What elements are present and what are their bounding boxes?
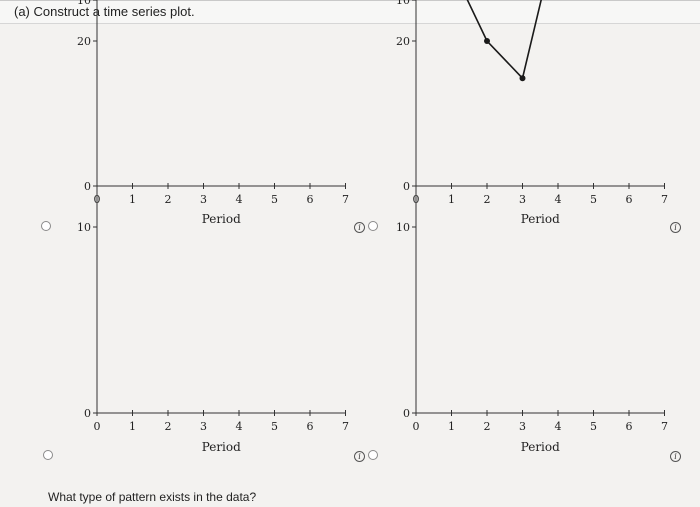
info-icon[interactable]: i [354,222,365,233]
x-tick-label: 0 [94,420,101,433]
time-series-chart-3: 0102030405060708001234567PeriodRevenue (… [77,0,349,454]
question-text: What type of pattern exists in the data? [48,490,257,504]
time-series-chart-2: 0102030405060708001234567PeriodRevenue (… [396,0,668,226]
x-tick-label: 5 [271,193,278,206]
x-tick-label: 0 [413,420,420,433]
x-tick-label: 2 [165,193,172,206]
time-series-chart-1: 0102030405060708001234567PeriodRevenue (… [77,0,349,226]
y-tick-label: 10 [396,0,410,7]
x-tick-label: 2 [484,420,491,433]
y-tick-label: 10 [77,221,91,234]
x-tick-label: 6 [626,420,633,433]
x-tick-label: 2 [484,193,491,206]
y-tick-label: 20 [396,35,410,48]
option-radio-1[interactable] [41,221,51,231]
x-tick-label: 6 [307,420,314,433]
x-tick-label: 7 [342,193,349,206]
x-tick-label: 4 [236,420,243,433]
x-tick-label: 7 [342,420,349,433]
x-tick-label: 5 [590,193,597,206]
time-series-chart-4: 0102030405060708001234567PeriodRevenue (… [396,0,668,454]
x-tick-label: 1 [129,420,136,433]
x-axis-title: Period [202,212,241,226]
y-tick-label: 0 [403,407,410,420]
y-tick-label: 0 [403,180,410,193]
info-icon[interactable]: i [354,451,365,462]
x-tick-label: 4 [555,420,562,433]
x-axis-title: Period [521,212,560,226]
y-tick-label: 0 [84,407,91,420]
x-tick-label: 3 [519,193,526,206]
x-tick-label: 7 [661,193,668,206]
x-tick-label: 7 [661,420,668,433]
x-tick-label: 3 [519,420,526,433]
x-tick-label: 2 [165,420,172,433]
y-tick-label: 10 [77,0,91,7]
x-tick-label: 3 [200,420,207,433]
x-axis-title: Period [521,440,560,454]
x-tick-label: 1 [129,193,136,206]
x-tick-label: 6 [626,193,633,206]
x-axis-title: Period [202,440,241,454]
x-tick-label: 4 [555,193,562,206]
y-tick-label: 20 [77,35,91,48]
question-title: (a) Construct a time series plot. [14,4,195,19]
x-tick-label: 3 [200,193,207,206]
series-line [466,0,542,80]
info-icon[interactable]: i [670,451,681,462]
x-tick-label: 4 [236,193,243,206]
question-header: (a) Construct a time series plot. [0,0,700,24]
x-tick-label: 1 [448,193,455,206]
option-radio-4[interactable] [368,450,378,460]
x-tick-label: 5 [590,420,597,433]
y-tick-label: 10 [396,221,410,234]
data-point [484,38,490,44]
x-tick-label: 6 [307,193,314,206]
x-tick-label: 5 [271,420,278,433]
info-icon[interactable]: i [670,222,681,233]
option-radio-3[interactable] [43,450,53,460]
option-radio-2[interactable] [368,221,378,231]
x-tick-label: 1 [448,420,455,433]
y-tick-label: 0 [84,180,91,193]
data-point [519,75,526,82]
